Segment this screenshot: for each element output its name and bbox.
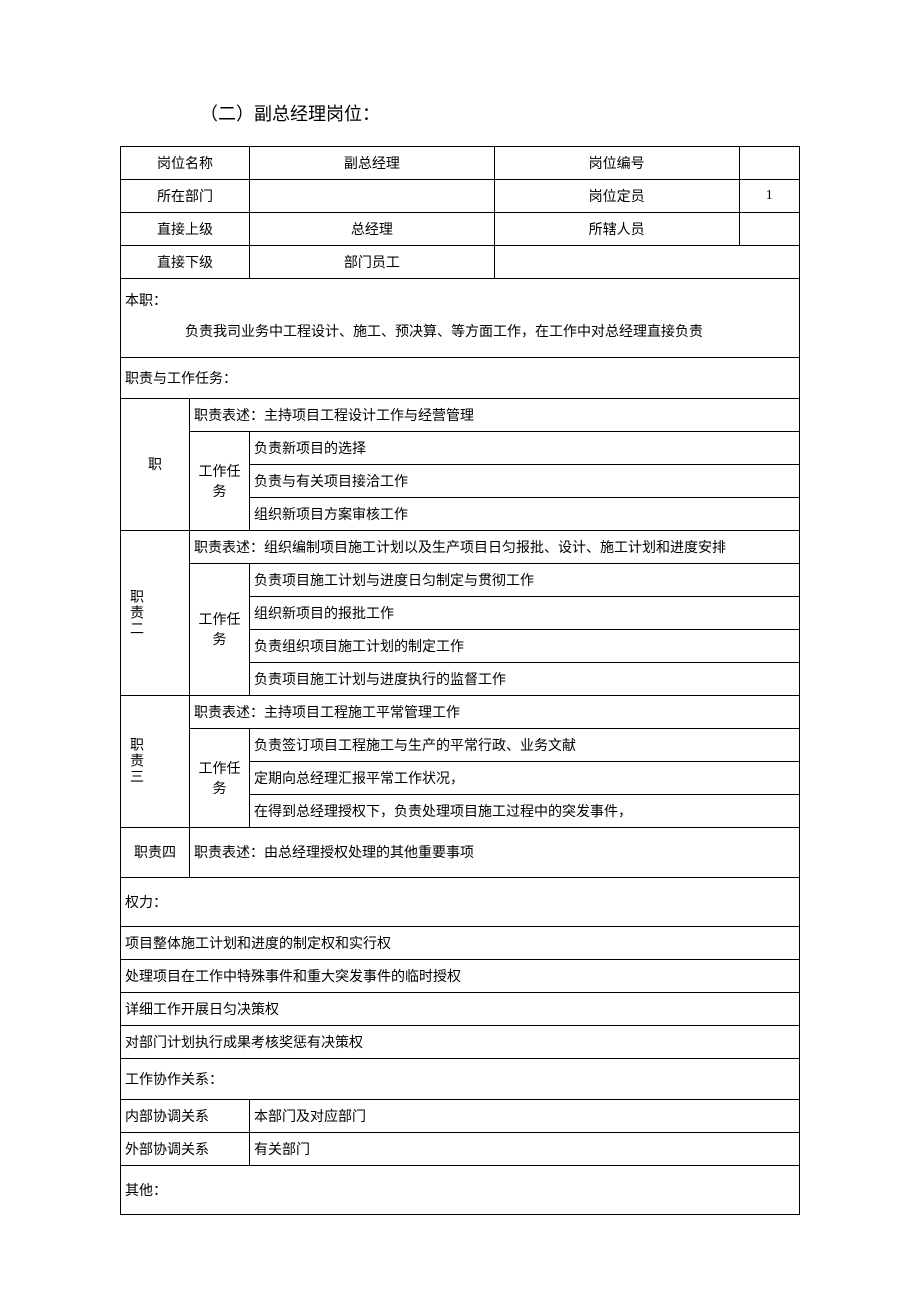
primary-duty-row: 本职： 负责我司业务中工程设计、施工、预决算、等方面工作，在工作中对总经理直接负…	[121, 279, 800, 358]
value-position-code	[739, 147, 799, 180]
resp3-task1: 负责签订项目工程施工与生产的平常行政、业务文献	[250, 728, 800, 761]
authority-item4: 对部门计划执行成果考核奖惩有决策权	[121, 1025, 800, 1058]
value-reports-to: 总经理	[250, 213, 495, 246]
authority-item3: 详细工作开展日匀决策权	[121, 992, 800, 1025]
resp1-task3: 组织新项目方案审核工作	[250, 497, 800, 530]
header-row-2: 所在部门 岗位定员 1	[121, 180, 800, 213]
resp2-desc: 职责表述：组织编制项目施工计划以及生产项目日匀报批、设计、施工计划和进度安排	[190, 530, 800, 563]
label-department: 所在部门	[121, 180, 250, 213]
resp2-task3: 负责组织项目施工计划的制定工作	[250, 629, 800, 662]
resp3-task1-row: 工作任务 负责签订项目工程施工与生产的平常行政、业务文献	[121, 728, 800, 761]
value-direct-reports: 部门员工	[250, 246, 495, 279]
header-row-3: 直接上级 总经理 所辖人员	[121, 213, 800, 246]
header-row-1: 岗位名称 副总经理 岗位编号	[121, 147, 800, 180]
authority-item2: 处理项目在工作中特殊事件和重大突发事件的临时授权	[121, 959, 800, 992]
cooperation-internal-row: 内部协调关系 本部门及对应部门	[121, 1099, 800, 1132]
cooperation-external-label: 外部协调关系	[121, 1132, 250, 1165]
label-headcount: 岗位定员	[494, 180, 739, 213]
cooperation-label: 工作协作关系：	[121, 1058, 800, 1099]
resp1-task1: 负责新项目的选择	[250, 431, 800, 464]
resp1-task2: 负责与有关项目接洽工作	[250, 464, 800, 497]
resp2-task2: 组织新项目的报批工作	[250, 596, 800, 629]
authority-item1: 项目整体施工计划和进度的制定权和实行权	[121, 926, 800, 959]
cooperation-internal-label: 内部协调关系	[121, 1099, 250, 1132]
cooperation-label-row: 工作协作关系：	[121, 1058, 800, 1099]
resp1-desc: 职责表述：主持项目工程设计工作与经营管理	[190, 398, 800, 431]
cooperation-internal-value: 本部门及对应部门	[250, 1099, 800, 1132]
resp2-task1-row: 工作任务 负责项目施工计划与进度日匀制定与贯彻工作	[121, 563, 800, 596]
value-headcount: 1	[739, 180, 799, 213]
resp4-row: 职责四 职责表述：由总经理授权处理的其他重要事项	[121, 827, 800, 877]
page-title: （二）副总经理岗位：	[200, 100, 800, 126]
other-row: 其他：	[121, 1165, 800, 1214]
resp1-name: 职	[121, 398, 190, 530]
resp2-name: 职责二	[121, 530, 190, 695]
resp3-task3: 在得到总经理授权下，负责处理项目施工过程中的突发事件，	[250, 794, 800, 827]
value-position-name: 副总经理	[250, 147, 495, 180]
cooperation-external-row: 外部协调关系 有关部门	[121, 1132, 800, 1165]
authority-item2-row: 处理项目在工作中特殊事件和重大突发事件的临时授权	[121, 959, 800, 992]
label-subordinates: 所辖人员	[494, 213, 739, 246]
label-position-code: 岗位编号	[494, 147, 739, 180]
cooperation-external-value: 有关部门	[250, 1132, 800, 1165]
header-row-4: 直接下级 部门员工	[121, 246, 800, 279]
primary-duty-cell: 本职： 负责我司业务中工程设计、施工、预决算、等方面工作，在工作中对总经理直接负…	[121, 279, 800, 358]
resp2-task4: 负责项目施工计划与进度执行的监督工作	[250, 662, 800, 695]
job-description-table: 岗位名称 副总经理 岗位编号 所在部门 岗位定员 1 直接上级 总经理 所辖人员…	[120, 146, 800, 1215]
resp3-task2: 定期向总经理汇报平常工作状况，	[250, 761, 800, 794]
primary-duty-label: 本职：	[125, 294, 167, 309]
resp1-task-label: 工作任务	[190, 431, 250, 530]
resp4-name: 职责四	[121, 827, 190, 877]
resp3-desc-row: 职责三 职责表述：主持项目工程施工平常管理工作	[121, 695, 800, 728]
label-direct-reports: 直接下级	[121, 246, 250, 279]
resp4-desc: 职责表述：由总经理授权处理的其他重要事项	[190, 827, 800, 877]
authority-item1-row: 项目整体施工计划和进度的制定权和实行权	[121, 926, 800, 959]
authority-label: 权力：	[121, 877, 800, 926]
other-label: 其他：	[121, 1165, 800, 1214]
resp1-desc-row: 职 职责表述：主持项目工程设计工作与经营管理	[121, 398, 800, 431]
responsibilities-label: 职责与工作任务：	[121, 357, 800, 398]
label-reports-to: 直接上级	[121, 213, 250, 246]
resp2-task-label: 工作任务	[190, 563, 250, 695]
authority-item4-row: 对部门计划执行成果考核奖惩有决策权	[121, 1025, 800, 1058]
resp3-task-label: 工作任务	[190, 728, 250, 827]
label-position-name: 岗位名称	[121, 147, 250, 180]
resp2-desc-row: 职责二 职责表述：组织编制项目施工计划以及生产项目日匀报批、设计、施工计划和进度…	[121, 530, 800, 563]
primary-duty-text: 负责我司业务中工程设计、施工、预决算、等方面工作，在工作中对总经理直接负责	[125, 318, 703, 349]
empty-cell	[494, 246, 799, 279]
resp3-desc: 职责表述：主持项目工程施工平常管理工作	[190, 695, 800, 728]
resp2-task1: 负责项目施工计划与进度日匀制定与贯彻工作	[250, 563, 800, 596]
resp1-task1-row: 工作任务 负责新项目的选择	[121, 431, 800, 464]
resp3-name: 职责三	[121, 695, 190, 827]
value-department	[250, 180, 495, 213]
authority-item3-row: 详细工作开展日匀决策权	[121, 992, 800, 1025]
responsibilities-label-row: 职责与工作任务：	[121, 357, 800, 398]
authority-label-row: 权力：	[121, 877, 800, 926]
value-subordinates	[739, 213, 799, 246]
